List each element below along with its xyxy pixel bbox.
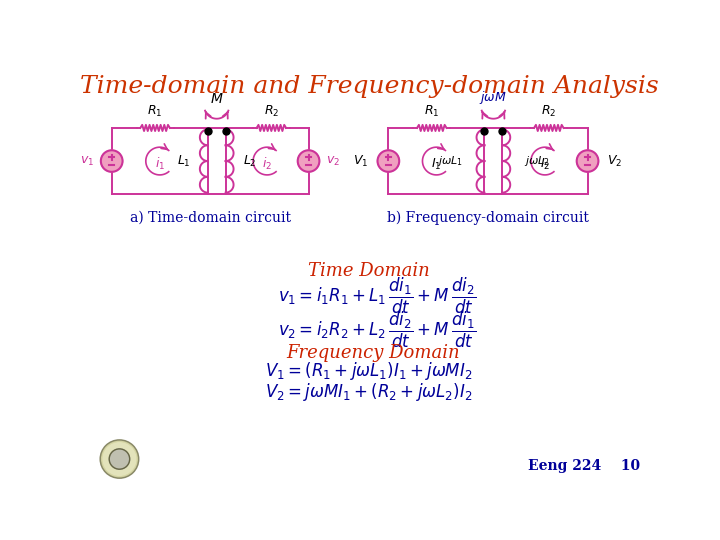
Circle shape	[377, 150, 399, 172]
Text: Eeng 224    10: Eeng 224 10	[528, 459, 640, 473]
Circle shape	[577, 150, 598, 172]
Text: $j\omega L_1$: $j\omega L_1$	[437, 154, 463, 168]
Text: $j\omega M$: $j\omega M$	[480, 90, 508, 106]
Text: Time-domain and Frequency-domain Analysis: Time-domain and Frequency-domain Analysi…	[80, 75, 658, 98]
Circle shape	[297, 150, 320, 172]
Text: $M$: $M$	[210, 92, 223, 106]
Text: $V_1 = (R_1 + j\omega L_1)I_1 + j\omega MI_2$: $V_1 = (R_1 + j\omega L_1)I_1 + j\omega …	[265, 360, 473, 382]
Text: $v_2 = i_2R_2 + L_2\,\dfrac{di_2}{dt} + M\,\dfrac{di_1}{dt}$: $v_2 = i_2R_2 + L_2\,\dfrac{di_2}{dt} + …	[278, 309, 476, 350]
Text: $v_2$: $v_2$	[326, 154, 341, 167]
Text: a) Time-domain circuit: a) Time-domain circuit	[130, 211, 291, 225]
Text: $I_2$: $I_2$	[540, 157, 550, 172]
Text: $V_2$: $V_2$	[607, 153, 622, 168]
Text: Frequency Domain: Frequency Domain	[286, 344, 459, 362]
Text: Time Domain: Time Domain	[308, 262, 430, 280]
Text: $R_1$: $R_1$	[424, 104, 439, 119]
Text: $L_1$: $L_1$	[177, 153, 191, 168]
Text: $j\omega L_2$: $j\omega L_2$	[524, 154, 550, 168]
Text: $R_1$: $R_1$	[148, 104, 163, 119]
Text: $V_1$: $V_1$	[353, 153, 368, 168]
Text: $V_2 = j\omega MI_1 + (R_2 + j\omega L_2)I_2$: $V_2 = j\omega MI_1 + (R_2 + j\omega L_2…	[265, 381, 473, 403]
Circle shape	[102, 441, 138, 477]
Circle shape	[109, 449, 130, 469]
Text: $L_2$: $L_2$	[243, 153, 256, 168]
Text: $i_2$: $i_2$	[262, 156, 272, 172]
Text: $I_1$: $I_1$	[431, 157, 441, 172]
Text: $v_1$: $v_1$	[80, 154, 94, 167]
Text: b) Frequency-domain circuit: b) Frequency-domain circuit	[387, 211, 589, 226]
Text: $R_2$: $R_2$	[264, 104, 279, 119]
Text: $v_1 = i_1R_1 + L_1\,\dfrac{di_1}{dt} + M\,\dfrac{di_2}{dt}$: $v_1 = i_1R_1 + L_1\,\dfrac{di_1}{dt} + …	[278, 276, 476, 316]
Text: $R_2$: $R_2$	[541, 104, 557, 119]
Circle shape	[101, 150, 122, 172]
Text: $i_1$: $i_1$	[155, 156, 165, 172]
